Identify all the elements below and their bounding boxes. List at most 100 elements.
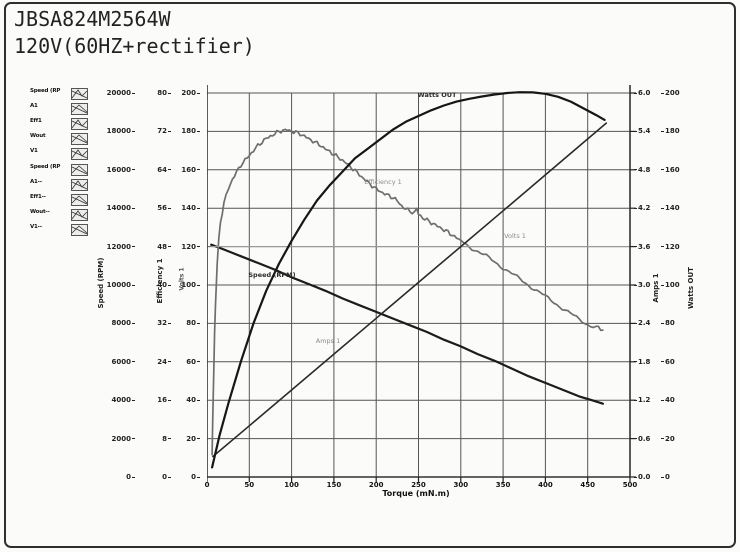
tick-label-speed: 16000: [90, 165, 136, 174]
curve-label: Watts OUT: [417, 91, 457, 99]
series-speed-curve: [210, 243, 604, 405]
curve-label: Speed (RPM): [248, 271, 296, 279]
mini-plot-icon: [71, 130, 88, 146]
tick-value: 16000: [106, 165, 131, 174]
x-tick-label: 350: [495, 481, 511, 489]
tick-mark: [132, 92, 135, 94]
tick-mark: [132, 361, 135, 363]
plot-area: Watts OUT Efficiency 1 Volts 1 Speed (RPM) A…: [207, 85, 636, 482]
tick-label-speed: 2000: [90, 434, 136, 443]
legend-item: A1: [30, 99, 88, 115]
mini-plot-icon: [71, 221, 88, 237]
axis-title-speed: Speed (RPM): [97, 257, 105, 309]
tick-mark: [661, 322, 664, 324]
tick-mark: [168, 92, 171, 94]
tick-mark: [661, 361, 664, 363]
legend-item: V1--: [30, 221, 88, 237]
x-tick-label: 150: [326, 481, 342, 489]
tick-mark: [168, 399, 171, 401]
tick-value: 12000: [106, 242, 131, 251]
tick-label-volts: 180: [166, 127, 201, 136]
tick-value: 60: [665, 357, 675, 366]
tick-mark: [661, 92, 664, 94]
tick-label-efficiency: 24: [138, 357, 172, 366]
legend-item: A1--: [30, 175, 88, 191]
legend-item: Eff1--: [30, 190, 88, 206]
tick-label-volts: 80: [166, 319, 201, 328]
tick-mark: [197, 322, 200, 324]
tick-label-efficiency: 40: [138, 281, 172, 290]
tick-mark: [132, 476, 135, 478]
tick-mark: [168, 322, 171, 324]
tick-value: 200: [181, 89, 196, 97]
tick-label-watts: 180: [660, 127, 694, 136]
tick-value: 40: [665, 396, 675, 405]
tick-value: 8: [162, 434, 167, 443]
tick-value: 0.0: [638, 473, 651, 481]
legend-item-label: Wout: [30, 133, 46, 140]
axis-title-efficiency: Efficiency 1: [156, 258, 164, 304]
tick-value: 20: [186, 434, 196, 443]
tick-mark: [661, 169, 664, 171]
tick-value: 180: [181, 127, 196, 136]
tick-value: 100: [181, 281, 196, 289]
tick-value: 140: [665, 204, 680, 213]
tick-label-speed: 10000: [90, 281, 136, 290]
tick-mark: [132, 246, 135, 248]
tick-mark: [168, 169, 171, 171]
tick-mark: [132, 207, 135, 209]
tick-mark: [661, 284, 664, 286]
tick-value: 80: [157, 89, 167, 97]
tick-mark: [168, 476, 171, 478]
tick-value: 1.2: [638, 396, 651, 405]
tick-mark: [132, 169, 135, 171]
legend-item-label: Eff1: [30, 117, 42, 124]
tick-label-speed: 4000: [90, 396, 136, 405]
chart-canvas: [207, 85, 636, 482]
tick-value: 40: [157, 281, 167, 289]
tick-label-watts: 200: [660, 89, 694, 98]
tick-value: 48: [157, 242, 167, 251]
tick-value: 120: [665, 242, 680, 251]
tick-value: 0: [665, 473, 670, 481]
tick-label-speed: 20000: [90, 89, 136, 98]
tick-value: 0: [162, 473, 167, 481]
tick-label-watts: 100: [660, 281, 694, 290]
tick-value: 40: [186, 396, 196, 405]
tick-value: 8000: [111, 319, 131, 328]
tick-mark: [132, 284, 135, 286]
page-border-frame: [4, 2, 736, 548]
curve-label: Efficiency 1: [364, 178, 402, 186]
tick-label-speed: 0: [90, 473, 136, 482]
tick-value: 5.4: [638, 127, 651, 136]
x-tick-label: 500: [622, 481, 638, 489]
x-tick-label: 100: [284, 481, 299, 489]
x-tick-label: 200: [368, 481, 384, 489]
x-tick-label: 450: [580, 481, 595, 489]
tick-label-efficiency: 64: [138, 165, 172, 174]
tick-value: 64: [157, 165, 167, 174]
series-efficiency-curve: [211, 128, 604, 456]
tick-label-watts: 80: [660, 319, 694, 328]
tick-value: 16: [157, 396, 167, 405]
tick-label-volts: 0: [166, 473, 201, 482]
tick-mark: [661, 399, 664, 401]
mini-plot-icon: [71, 191, 88, 206]
legend-item-label: A1--: [30, 178, 42, 185]
x-tick-label: 300: [453, 481, 469, 489]
tick-mark: [661, 246, 664, 248]
legend-item: Wout: [30, 130, 88, 146]
legend-item-label: Eff1--: [30, 193, 46, 200]
tick-label-efficiency: 32: [138, 319, 172, 328]
tick-label-volts: 200: [166, 89, 201, 98]
tick-value: 4.8: [638, 165, 651, 174]
tick-value: 14000: [106, 204, 131, 213]
tick-value: 56: [157, 204, 167, 213]
legend-item: Speed (RP: [30, 160, 88, 176]
legend-item-label: V1: [30, 148, 38, 155]
series-amps-curve: [212, 122, 608, 458]
tick-value: 20: [665, 434, 675, 443]
tick-value: 180: [665, 127, 680, 136]
tick-label-volts: 20: [166, 434, 201, 443]
